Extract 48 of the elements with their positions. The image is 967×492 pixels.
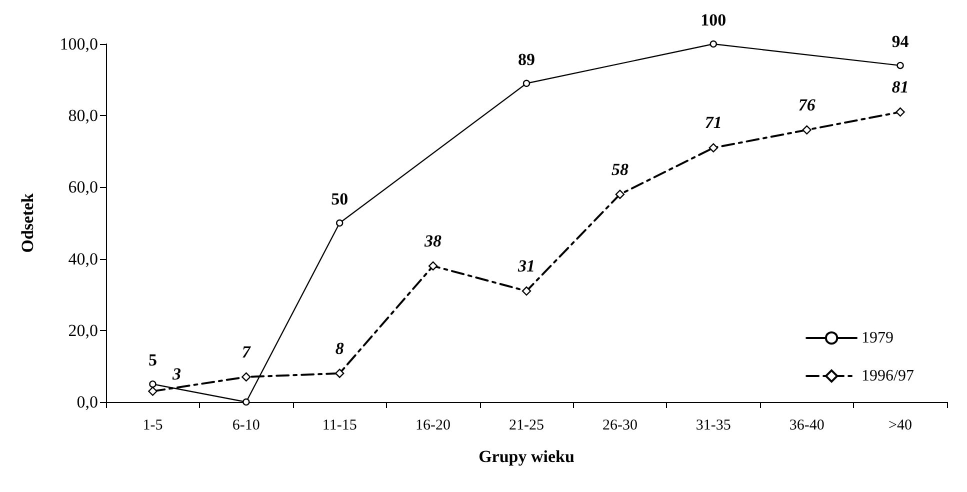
point xyxy=(710,40,717,48)
x-tick-label: 16-20 xyxy=(416,418,451,434)
point xyxy=(615,190,625,199)
point xyxy=(802,125,812,135)
data-label: 5 xyxy=(148,350,157,370)
data-label: 3 xyxy=(171,364,182,384)
point xyxy=(896,107,905,117)
x-tick-label: 36-40 xyxy=(789,418,824,434)
point xyxy=(708,143,718,152)
point xyxy=(335,368,344,378)
data-label: 58 xyxy=(611,160,629,179)
point xyxy=(522,286,532,296)
x-tick-label: 31-35 xyxy=(696,418,731,434)
data-label: 94 xyxy=(892,32,910,51)
point xyxy=(336,219,344,227)
data-label: 50 xyxy=(331,189,348,208)
x-tick-label: 26-30 xyxy=(602,418,638,434)
x-tick-label: 21-25 xyxy=(509,418,544,434)
y-tick-label: 60,0 xyxy=(68,178,98,197)
data-label: 89 xyxy=(518,50,535,69)
x-tick-label: 1-5 xyxy=(142,418,163,434)
x-axis-title: Grupy wieku xyxy=(478,447,574,466)
y-tick-label: 80,0 xyxy=(68,106,98,126)
legend-label: 1996/97 xyxy=(862,368,914,384)
x-tick-label: 6-10 xyxy=(232,418,260,434)
y-tick-label: 40,0 xyxy=(68,249,98,268)
data-label: 71 xyxy=(704,113,722,132)
data-label: 7 xyxy=(242,342,252,362)
point xyxy=(242,398,250,406)
data-label: 76 xyxy=(798,95,816,114)
y-tick-label: 0,0 xyxy=(76,392,98,412)
x-tick-label: 11-15 xyxy=(322,418,357,434)
data-label: 100 xyxy=(700,10,726,30)
y-tick-label: 100,0 xyxy=(60,34,98,54)
point xyxy=(896,62,904,70)
data-label: 38 xyxy=(424,231,442,250)
data-label: 81 xyxy=(892,77,909,96)
data-label: 31 xyxy=(517,256,535,276)
point xyxy=(242,372,251,382)
point xyxy=(522,80,530,87)
point xyxy=(428,261,438,271)
y-tick-label: 20,0 xyxy=(68,320,98,340)
point xyxy=(149,380,156,388)
x-tick-label: >40 xyxy=(888,418,912,434)
point xyxy=(148,386,158,396)
y-axis-title: Odsetek xyxy=(18,192,37,253)
data-label: 8 xyxy=(335,338,344,358)
legend-label: 1979 xyxy=(862,330,894,346)
